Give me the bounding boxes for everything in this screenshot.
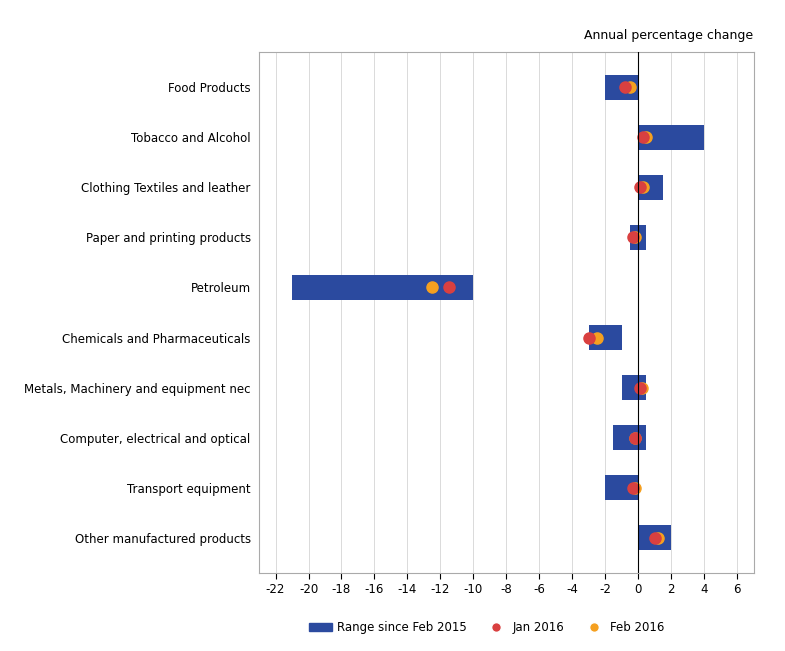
Bar <box>605 75 638 100</box>
Legend: Range since Feb 2015, Jan 2016, Feb 2016: Range since Feb 2015, Jan 2016, Feb 2016 <box>304 616 670 639</box>
Bar <box>292 275 473 300</box>
Bar <box>605 475 638 500</box>
Bar <box>638 525 671 550</box>
Bar <box>638 174 663 200</box>
Bar <box>638 125 704 150</box>
Bar <box>622 375 646 400</box>
Bar <box>613 425 646 450</box>
Bar <box>589 325 622 350</box>
Text: Annual percentage change: Annual percentage change <box>585 29 754 42</box>
Bar <box>630 225 646 250</box>
